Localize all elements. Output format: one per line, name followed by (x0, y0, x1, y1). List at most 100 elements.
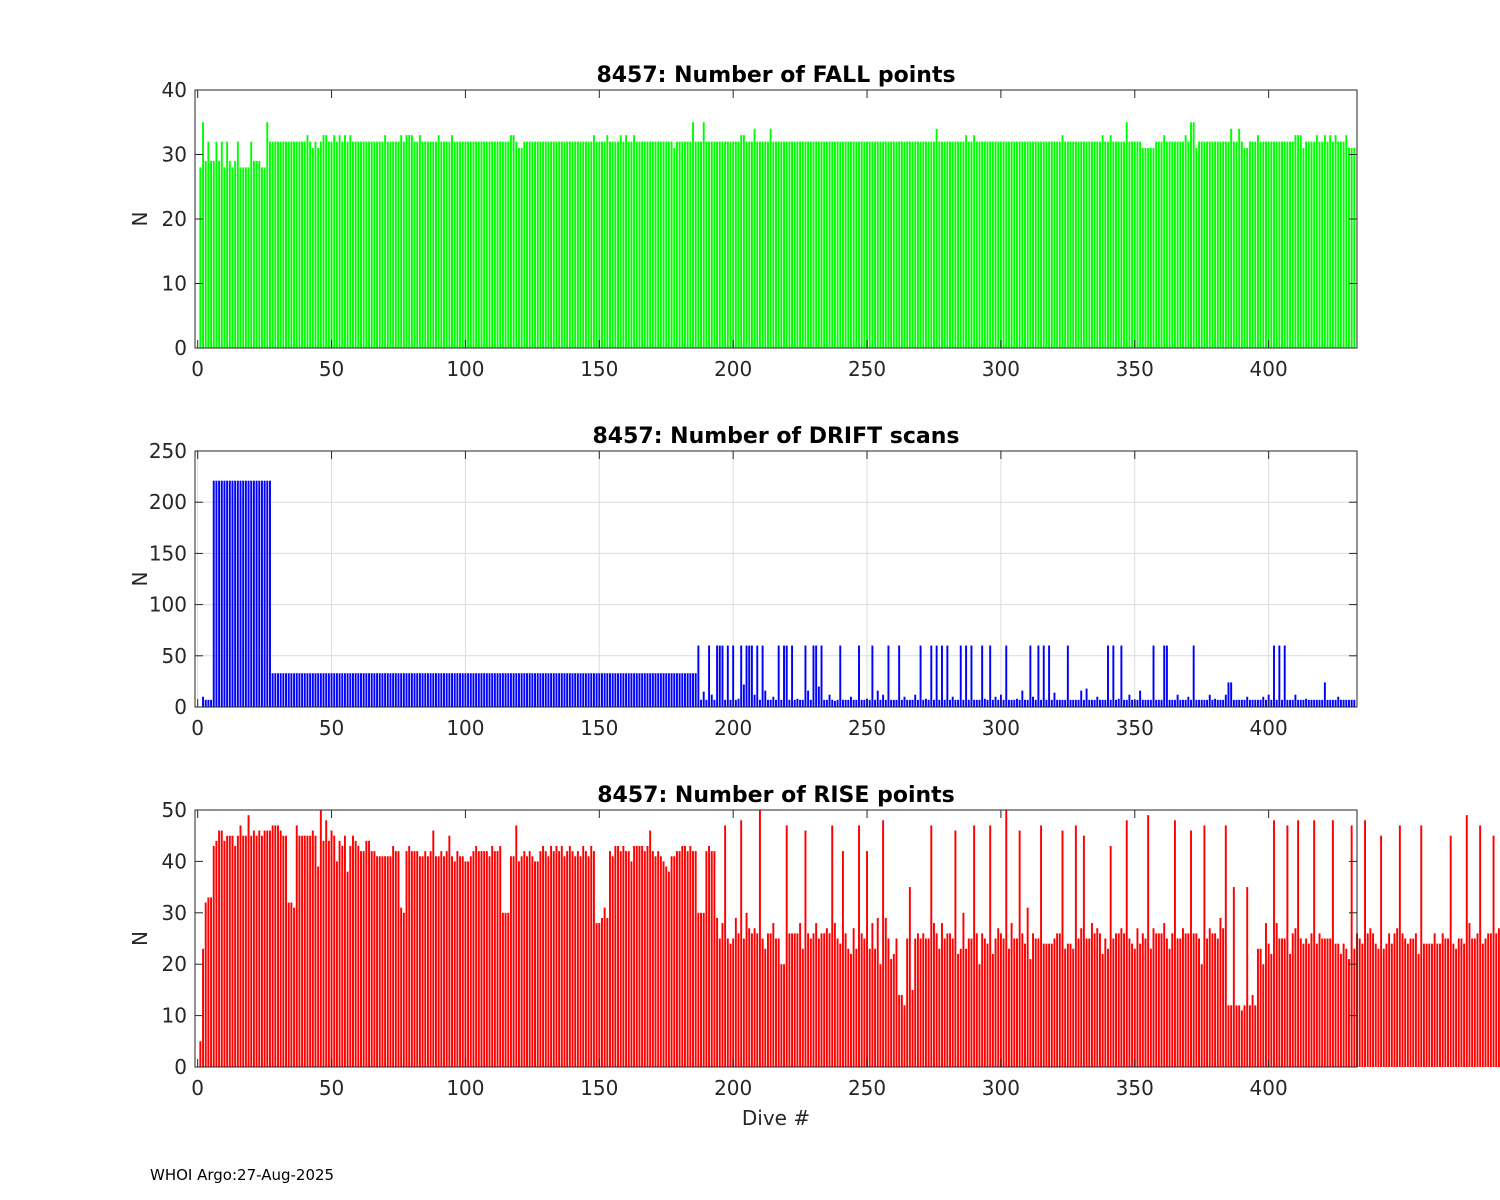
bar (343, 835, 346, 1067)
bar (1090, 699, 1093, 707)
bar (295, 825, 298, 1067)
bar (335, 141, 338, 348)
bar (560, 673, 563, 707)
bar (584, 673, 587, 707)
bar (692, 673, 694, 707)
bar (461, 673, 464, 707)
bar (1064, 699, 1067, 707)
bar (1275, 699, 1278, 707)
bar (210, 160, 213, 348)
bar (496, 851, 499, 1067)
x-tick-label: 250 (848, 716, 886, 740)
bar (1157, 141, 1160, 348)
bar (263, 480, 266, 707)
x-tick-label: 350 (1116, 1076, 1154, 1100)
bar (397, 851, 400, 1067)
bar (879, 964, 882, 1067)
y-tick-label: 30 (162, 901, 187, 925)
bar (938, 948, 941, 1067)
bar (1141, 933, 1144, 1067)
bar (555, 141, 558, 348)
bar (475, 845, 478, 1067)
bar (1265, 699, 1267, 707)
bar (1348, 959, 1350, 1067)
bar (552, 673, 555, 707)
bar (1069, 943, 1072, 1067)
bar (649, 673, 652, 707)
bar (657, 141, 660, 348)
bar (705, 851, 708, 1067)
bar (1037, 938, 1040, 1067)
bar (617, 845, 619, 1067)
bar (890, 959, 893, 1067)
bar (619, 135, 622, 348)
bar (376, 673, 379, 707)
bar (1302, 699, 1305, 707)
y-tick-label: 100 (149, 593, 187, 617)
bar (1026, 907, 1029, 1067)
bar (1198, 938, 1200, 1067)
y-tick-label: 40 (162, 78, 187, 102)
bar (1016, 698, 1018, 707)
bar (584, 141, 587, 348)
bar (817, 938, 820, 1067)
bar (1331, 141, 1334, 348)
bar (675, 851, 678, 1067)
bar (847, 948, 850, 1067)
bar (670, 141, 673, 348)
bar (579, 673, 582, 707)
bar (906, 141, 909, 348)
bar (592, 135, 595, 348)
bar (319, 673, 322, 707)
bar (879, 141, 882, 348)
bar (1326, 141, 1329, 348)
bar (1165, 938, 1168, 1067)
bar (997, 141, 1000, 348)
bar (791, 141, 794, 348)
bar (247, 167, 250, 348)
bar (1050, 943, 1053, 1067)
bar (841, 699, 844, 707)
bar (547, 673, 550, 707)
bar (592, 673, 595, 707)
bar (1254, 1005, 1257, 1067)
y-axis-label: N (128, 572, 152, 587)
bar (1364, 820, 1366, 1067)
bar (352, 673, 354, 707)
bar (1120, 141, 1123, 348)
bar (515, 673, 518, 707)
x-tick-label: 0 (191, 357, 204, 381)
bar (643, 141, 646, 348)
bar (592, 851, 595, 1067)
bar (523, 851, 526, 1067)
bar (1455, 948, 1458, 1067)
bar (507, 141, 510, 348)
bar (378, 673, 381, 707)
bar (429, 851, 432, 1067)
bar (239, 167, 242, 348)
bar (729, 943, 732, 1067)
bar (659, 856, 662, 1067)
bar (1248, 1005, 1251, 1067)
bar (1184, 933, 1187, 1067)
bar (1396, 928, 1399, 1067)
bar (983, 938, 986, 1067)
bar (456, 673, 459, 707)
bar (394, 851, 397, 1067)
bar (1053, 141, 1056, 348)
bar (394, 673, 397, 707)
bar (962, 141, 965, 348)
x-tick-label: 400 (1250, 716, 1288, 740)
bar (368, 673, 370, 707)
bar (641, 673, 644, 707)
bar (1101, 699, 1104, 707)
bar (957, 953, 960, 1067)
bar (973, 699, 976, 707)
bar (298, 141, 301, 348)
bar (807, 690, 810, 707)
bar (271, 825, 274, 1067)
bar (1326, 699, 1329, 707)
bar (967, 699, 970, 707)
bar (1334, 943, 1337, 1067)
bar (1412, 938, 1415, 1067)
